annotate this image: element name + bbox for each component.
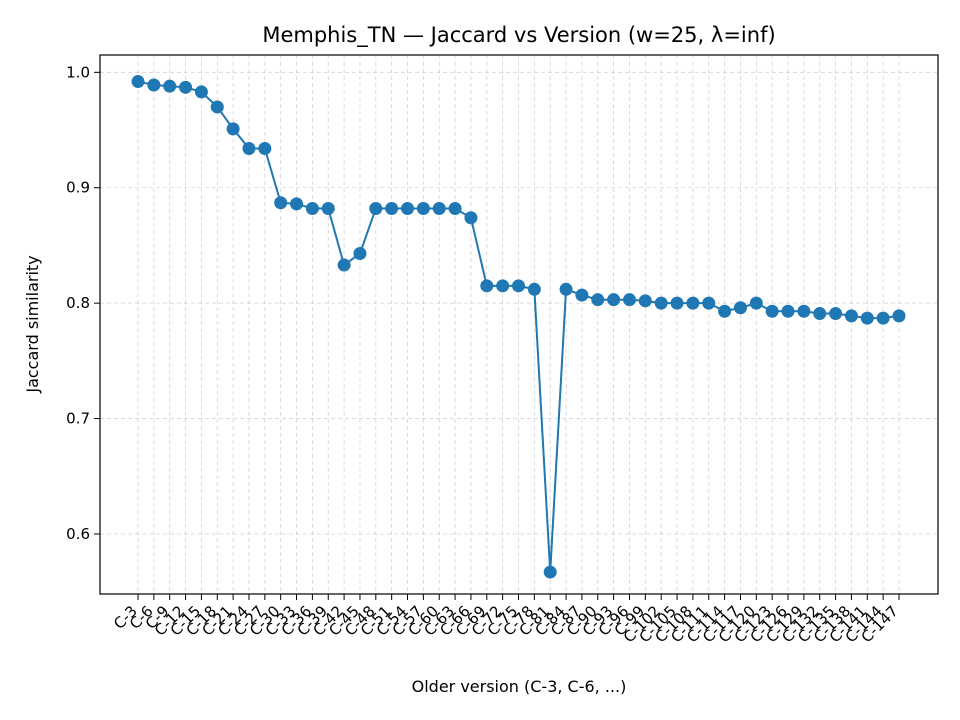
data-point <box>829 307 843 321</box>
y-tick-label: 0.8 <box>66 294 90 312</box>
chart-title: Memphis_TN — Jaccard vs Version (w=25, λ… <box>262 23 775 48</box>
data-point <box>448 202 462 216</box>
data-point <box>179 80 193 94</box>
x-axis: C-3C-6C-9C-12C-15C-18C-21C-24C-27C-30C-3… <box>110 594 902 646</box>
data-point <box>813 307 827 321</box>
data-point <box>622 293 636 307</box>
y-tick-label: 0.9 <box>66 179 90 197</box>
data-point <box>559 282 573 296</box>
data-point <box>543 565 557 579</box>
data-point <box>749 296 763 310</box>
data-point <box>480 279 494 293</box>
data-points <box>131 75 906 579</box>
data-point <box>290 197 304 211</box>
data-point <box>369 202 383 216</box>
data-point <box>401 202 415 216</box>
data-point <box>591 293 605 307</box>
data-point <box>733 301 747 315</box>
y-axis-label: Jaccard similarity <box>23 255 42 393</box>
y-axis: 0.6 0.7 0.8 0.9 1.0 <box>66 63 100 543</box>
data-point <box>242 141 256 155</box>
data-point <box>702 296 716 310</box>
data-point <box>147 78 161 92</box>
x-axis-label: Older version (C-3, C-6, ...) <box>412 677 627 696</box>
data-point <box>321 202 335 216</box>
data-point <box>670 296 684 310</box>
data-point <box>496 279 510 293</box>
grid <box>100 55 938 594</box>
data-point <box>385 202 399 216</box>
data-point <box>432 202 446 216</box>
data-point <box>527 282 541 296</box>
data-point <box>638 294 652 308</box>
y-tick-label: 1.0 <box>66 63 90 81</box>
data-point <box>844 309 858 323</box>
y-tick-label: 0.7 <box>66 410 90 428</box>
data-point <box>131 75 145 89</box>
data-point <box>464 211 478 225</box>
data-point <box>607 293 621 307</box>
data-point <box>194 85 208 99</box>
data-point <box>876 311 890 325</box>
data-point <box>797 304 811 318</box>
data-point <box>860 311 874 325</box>
data-point <box>337 258 351 272</box>
data-point <box>686 296 700 310</box>
data-point <box>274 196 288 210</box>
plot-frame <box>99 54 939 595</box>
data-point <box>654 296 668 310</box>
data-point <box>416 202 430 216</box>
data-point <box>305 202 319 216</box>
data-point <box>163 79 177 93</box>
data-point <box>226 122 240 136</box>
data-point <box>210 100 224 114</box>
data-point <box>575 288 589 302</box>
data-point <box>718 304 732 318</box>
data-point <box>765 304 779 318</box>
data-point <box>353 247 367 261</box>
data-point <box>781 304 795 318</box>
data-point <box>512 279 525 293</box>
y-tick-label: 0.6 <box>66 525 90 543</box>
data-point <box>892 309 906 323</box>
data-point <box>258 141 272 155</box>
